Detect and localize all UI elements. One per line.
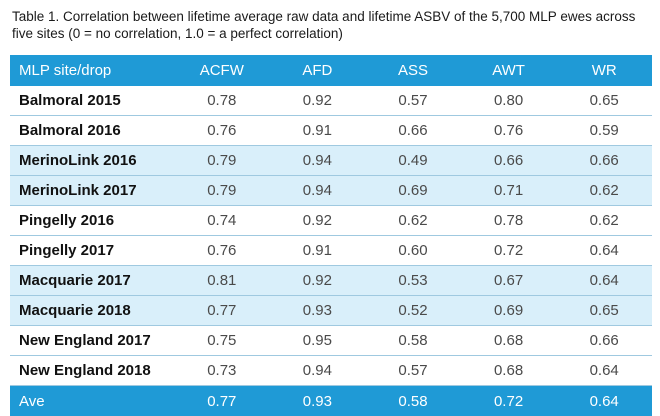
awt-cell: 0.66 <box>461 146 557 176</box>
awt-cell: 0.72 <box>461 236 557 266</box>
wr-cell: 0.66 <box>556 326 652 356</box>
acfw-cell: 0.81 <box>174 266 270 296</box>
ass-cell: 0.66 <box>365 116 461 146</box>
ass-cell: 0.69 <box>365 176 461 206</box>
awt-cell: 0.71 <box>461 176 557 206</box>
afd-cell: 0.91 <box>270 116 366 146</box>
site-cell: Balmoral 2015 <box>10 86 174 116</box>
site-cell: MerinoLink 2016 <box>10 146 174 176</box>
acfw-cell: 0.74 <box>174 206 270 236</box>
table-row: MerinoLink 2016 0.79 0.94 0.49 0.66 0.66 <box>10 146 652 176</box>
correlation-table: MLP site/drop ACFW AFD ASS AWT WR Balmor… <box>10 55 652 416</box>
awt-cell: 0.78 <box>461 206 557 236</box>
afd-cell: 0.92 <box>270 206 366 236</box>
average-awt-cell: 0.72 <box>461 386 557 416</box>
table-row: Pingelly 2016 0.74 0.92 0.62 0.78 0.62 <box>10 206 652 236</box>
awt-cell: 0.69 <box>461 296 557 326</box>
wr-cell: 0.59 <box>556 116 652 146</box>
wr-cell: 0.62 <box>556 206 652 236</box>
column-header-ass: ASS <box>365 55 461 86</box>
wr-cell: 0.66 <box>556 146 652 176</box>
site-cell: MerinoLink 2017 <box>10 176 174 206</box>
column-header-acfw: ACFW <box>174 55 270 86</box>
site-cell: Pingelly 2016 <box>10 206 174 236</box>
column-header-awt: AWT <box>461 55 557 86</box>
site-cell: Pingelly 2017 <box>10 236 174 266</box>
average-label: Ave <box>10 386 174 416</box>
wr-cell: 0.64 <box>556 236 652 266</box>
ass-cell: 0.57 <box>365 86 461 116</box>
afd-cell: 0.93 <box>270 296 366 326</box>
wr-cell: 0.64 <box>556 356 652 386</box>
afd-cell: 0.94 <box>270 176 366 206</box>
wr-cell: 0.65 <box>556 296 652 326</box>
table-row: New England 2018 0.73 0.94 0.57 0.68 0.6… <box>10 356 652 386</box>
acfw-cell: 0.79 <box>174 146 270 176</box>
average-ass-cell: 0.58 <box>365 386 461 416</box>
acfw-cell: 0.79 <box>174 176 270 206</box>
awt-cell: 0.68 <box>461 356 557 386</box>
ass-cell: 0.57 <box>365 356 461 386</box>
column-header-site: MLP site/drop <box>10 55 174 86</box>
average-row: Ave 0.77 0.93 0.58 0.72 0.64 <box>10 386 652 416</box>
ass-cell: 0.53 <box>365 266 461 296</box>
awt-cell: 0.80 <box>461 86 557 116</box>
acfw-cell: 0.76 <box>174 116 270 146</box>
awt-cell: 0.76 <box>461 116 557 146</box>
afd-cell: 0.95 <box>270 326 366 356</box>
ass-cell: 0.62 <box>365 206 461 236</box>
table-row: New England 2017 0.75 0.95 0.58 0.68 0.6… <box>10 326 652 356</box>
table-row: Pingelly 2017 0.76 0.91 0.60 0.72 0.64 <box>10 236 652 266</box>
average-afd-cell: 0.93 <box>270 386 366 416</box>
awt-cell: 0.67 <box>461 266 557 296</box>
average-acfw-cell: 0.77 <box>174 386 270 416</box>
ass-cell: 0.52 <box>365 296 461 326</box>
site-cell: New England 2018 <box>10 356 174 386</box>
acfw-cell: 0.76 <box>174 236 270 266</box>
afd-cell: 0.92 <box>270 86 366 116</box>
ass-cell: 0.60 <box>365 236 461 266</box>
column-header-wr: WR <box>556 55 652 86</box>
afd-cell: 0.92 <box>270 266 366 296</box>
acfw-cell: 0.75 <box>174 326 270 356</box>
wr-cell: 0.65 <box>556 86 652 116</box>
wr-cell: 0.64 <box>556 266 652 296</box>
site-cell: Macquarie 2018 <box>10 296 174 326</box>
ass-cell: 0.49 <box>365 146 461 176</box>
table-row: Balmoral 2015 0.78 0.92 0.57 0.80 0.65 <box>10 86 652 116</box>
table-caption: Table 1. Correlation between lifetime av… <box>12 8 648 42</box>
wr-cell: 0.62 <box>556 176 652 206</box>
ass-cell: 0.58 <box>365 326 461 356</box>
average-wr-cell: 0.64 <box>556 386 652 416</box>
afd-cell: 0.94 <box>270 146 366 176</box>
acfw-cell: 0.78 <box>174 86 270 116</box>
column-header-afd: AFD <box>270 55 366 86</box>
table-row: Macquarie 2017 0.81 0.92 0.53 0.67 0.64 <box>10 266 652 296</box>
acfw-cell: 0.77 <box>174 296 270 326</box>
site-cell: Macquarie 2017 <box>10 266 174 296</box>
site-cell: Balmoral 2016 <box>10 116 174 146</box>
table-row: Balmoral 2016 0.76 0.91 0.66 0.76 0.59 <box>10 116 652 146</box>
afd-cell: 0.94 <box>270 356 366 386</box>
table-header-row: MLP site/drop ACFW AFD ASS AWT WR <box>10 55 652 86</box>
afd-cell: 0.91 <box>270 236 366 266</box>
site-cell: New England 2017 <box>10 326 174 356</box>
table-row: MerinoLink 2017 0.79 0.94 0.69 0.71 0.62 <box>10 176 652 206</box>
table-row: Macquarie 2018 0.77 0.93 0.52 0.69 0.65 <box>10 296 652 326</box>
acfw-cell: 0.73 <box>174 356 270 386</box>
awt-cell: 0.68 <box>461 326 557 356</box>
